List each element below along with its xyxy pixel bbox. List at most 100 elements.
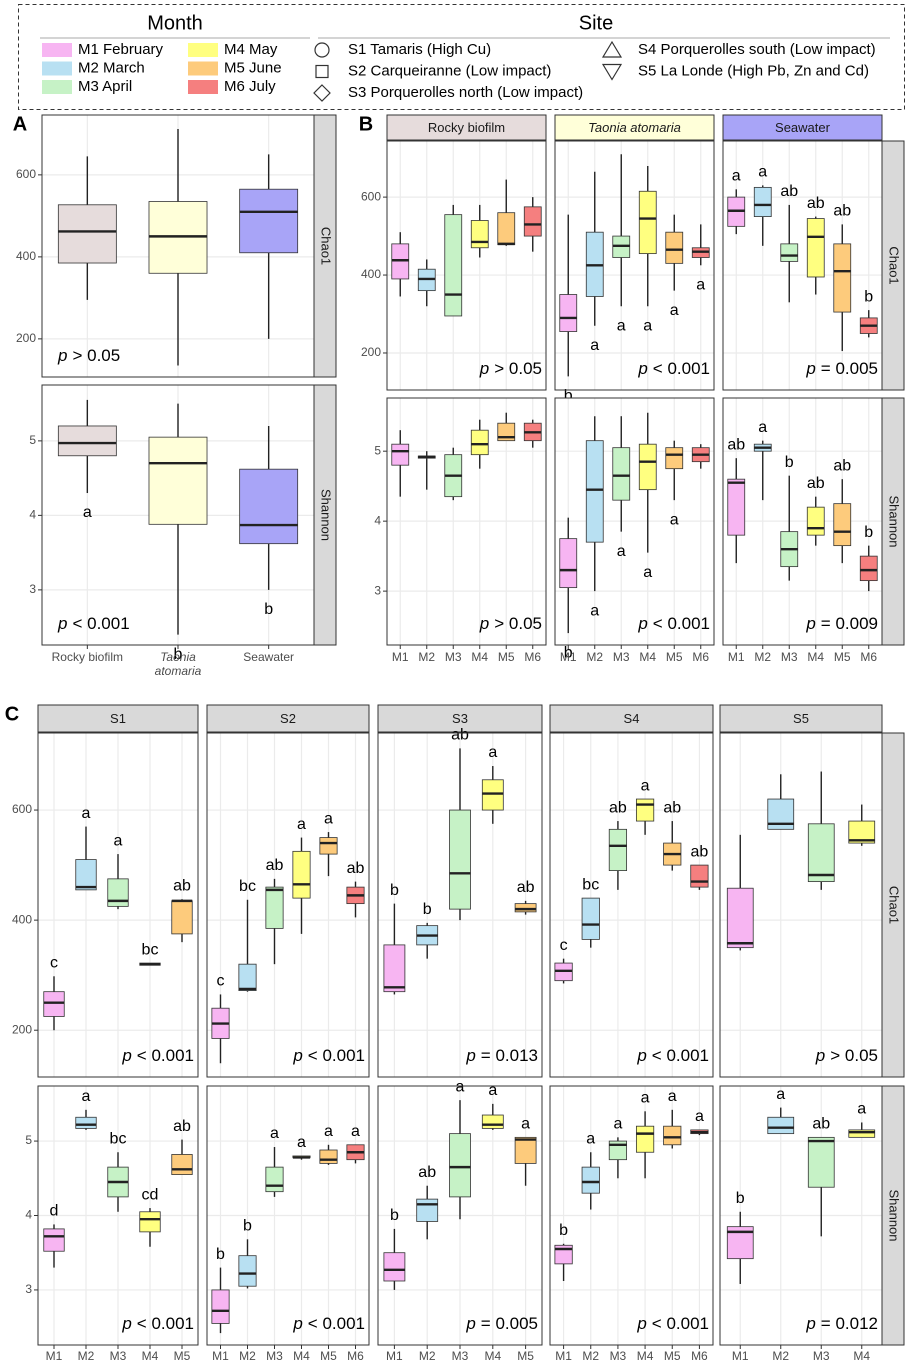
significance-letter: b bbox=[423, 901, 432, 918]
p-text: = 0.012 bbox=[821, 1314, 878, 1333]
box bbox=[807, 823, 835, 883]
significance-letter: ab bbox=[517, 879, 535, 896]
x-tick-label-box: M6 bbox=[691, 1349, 708, 1363]
panel-label: B bbox=[359, 113, 373, 135]
box bbox=[148, 436, 208, 525]
p-value: p < 0.001 bbox=[636, 1046, 709, 1065]
significance-letter: a bbox=[696, 277, 705, 294]
box bbox=[383, 944, 406, 993]
significance-letter: a bbox=[641, 1090, 650, 1107]
legend-label: S2 Carqueiranne (Low impact) bbox=[348, 62, 551, 79]
significance-letter: a bbox=[83, 504, 92, 521]
box bbox=[171, 900, 193, 935]
x-tick-label-box: M1 bbox=[555, 1349, 572, 1363]
box bbox=[727, 478, 746, 536]
box bbox=[806, 218, 825, 278]
p-value: p > 0.05 bbox=[479, 359, 542, 378]
p-value: p = 0.005 bbox=[465, 1314, 538, 1333]
legend-title: Month bbox=[147, 12, 203, 34]
box bbox=[319, 837, 338, 855]
significance-letter: ab bbox=[833, 457, 851, 474]
significance-letter: b bbox=[736, 1190, 745, 1207]
column-strip bbox=[206, 704, 370, 733]
significance-letter: ab bbox=[833, 203, 851, 220]
significance-letter: c bbox=[560, 937, 568, 954]
panel-border bbox=[719, 732, 883, 1078]
x-tick-label-box: M4 bbox=[142, 1349, 159, 1363]
x-tick-label: M5 bbox=[497, 650, 515, 664]
strip-label: S1 bbox=[110, 711, 126, 726]
legend-swatch bbox=[42, 43, 72, 57]
box bbox=[690, 864, 709, 888]
x-tick-label: M5 bbox=[833, 650, 851, 664]
x-tick-label: M2 bbox=[418, 650, 436, 664]
p-text: = 0.013 bbox=[481, 1046, 538, 1065]
legend-label: S5 La Londe (High Pb, Zn and Cd) bbox=[638, 62, 869, 79]
box bbox=[449, 1133, 471, 1198]
significance-letter: a bbox=[695, 1108, 704, 1125]
strip-label: Chao1 bbox=[887, 886, 902, 924]
y-tick-label: 200 bbox=[361, 345, 381, 359]
box bbox=[57, 425, 117, 457]
x-tick-label: M4 bbox=[484, 1349, 502, 1363]
legend-symbol bbox=[314, 42, 330, 58]
panel-label: A bbox=[13, 113, 27, 135]
significance-letter: ab bbox=[807, 475, 825, 492]
x-tick-label: M5 bbox=[320, 1349, 337, 1363]
significance-letter: bc bbox=[110, 1130, 127, 1147]
significance-letter: b bbox=[564, 388, 573, 405]
legend-frame bbox=[18, 4, 905, 110]
x-tick-label-box: M3 bbox=[110, 1349, 127, 1363]
box bbox=[767, 1116, 795, 1135]
p-value: p > 0.05 bbox=[815, 1046, 878, 1065]
y-tick-label: 4 bbox=[374, 513, 381, 527]
x-tick-label-box: M2 bbox=[586, 650, 603, 664]
x-tick-label-box: M5 bbox=[517, 1349, 534, 1363]
x-tick-label-box: M3 bbox=[813, 1349, 830, 1363]
panel-border bbox=[37, 1085, 199, 1346]
p-symbol: p bbox=[479, 359, 489, 378]
box bbox=[292, 850, 311, 899]
significance-letter: b bbox=[390, 1207, 399, 1224]
y-tick-label: 3 bbox=[374, 583, 381, 597]
x-tick-label-box: M4 bbox=[639, 650, 656, 664]
column-strip bbox=[549, 704, 714, 733]
panel-border bbox=[554, 397, 715, 646]
x-tick-label-box: M4 bbox=[853, 1349, 871, 1363]
significance-letter: a bbox=[590, 337, 599, 354]
box bbox=[171, 1154, 193, 1175]
p-text: > 0.05 bbox=[72, 346, 120, 365]
p-value: p < 0.001 bbox=[637, 359, 710, 378]
significance-letter: ab bbox=[609, 799, 627, 816]
p-value: p > 0.05 bbox=[479, 614, 542, 633]
x-tick-label-box: M5 bbox=[497, 650, 515, 664]
p-symbol: p bbox=[57, 614, 67, 633]
p-text: < 0.001 bbox=[137, 1314, 194, 1333]
y-tick-label: 5 bbox=[29, 433, 36, 447]
y-tick-label: 400 bbox=[361, 267, 381, 281]
x-tick-label-box: M4 bbox=[484, 1349, 502, 1363]
x-tick-label: M6 bbox=[347, 1349, 364, 1363]
panel-border bbox=[41, 384, 315, 646]
significance-letter: a bbox=[324, 810, 333, 827]
p-symbol: p bbox=[465, 1314, 475, 1333]
x-tick-label: Seawater bbox=[243, 650, 294, 664]
strip-label: Rocky biofilm bbox=[428, 120, 505, 135]
panel-border bbox=[206, 1085, 370, 1346]
x-tick-label: M4 bbox=[853, 1349, 871, 1363]
x-tick-label-box: M3 bbox=[610, 1349, 627, 1363]
significance-letter: ab bbox=[173, 877, 191, 894]
x-tick-label-box: M1 bbox=[560, 650, 577, 664]
y-tick-label: 3 bbox=[25, 1282, 32, 1296]
p-symbol: p bbox=[465, 1046, 475, 1065]
x-tick-label: M3 bbox=[780, 650, 798, 664]
significance-letter: ab bbox=[451, 727, 469, 744]
significance-letter: a bbox=[643, 317, 652, 334]
significance-letter: bc bbox=[142, 941, 159, 958]
p-text: = 0.005 bbox=[481, 1314, 538, 1333]
strip-label: Chao1 bbox=[887, 246, 902, 284]
significance-letter: a bbox=[641, 777, 650, 794]
significance-letter: a bbox=[297, 1134, 306, 1151]
significance-letter: a bbox=[643, 564, 652, 581]
